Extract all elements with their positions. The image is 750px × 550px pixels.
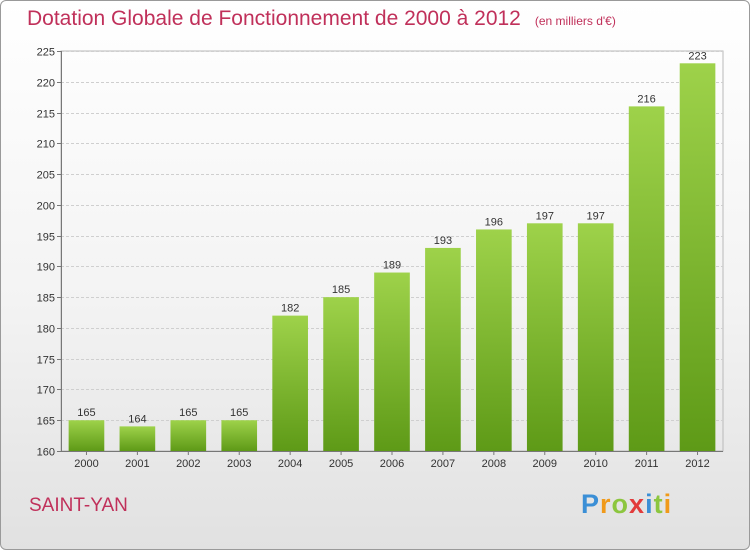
chart-title: Dotation Globale de Fonctionnement de 20… [27,7,616,31]
x-tick-label-2009: 2009 [533,458,557,470]
bar-2012 [679,63,716,452]
chart-title-text: Dotation Globale de Fonctionnement de 20… [27,7,521,30]
data-label-2009: 197 [536,210,554,222]
x-tick-label-2000: 2000 [74,458,98,470]
bar-layer [68,63,716,452]
bar-2011 [628,106,665,451]
axis-layer: 160 165 170 175 180 185 190 195 200 205 210 215 220 2… [37,47,723,470]
y-tick-label: 185 [37,293,55,305]
data-label-2001: 164 [128,413,146,425]
chart-subtitle: (en milliers d'€) [534,14,616,28]
x-tick-label-2003: 2003 [227,458,251,470]
y-tick-label: 200 [37,201,55,213]
x-tick-label-2004: 2004 [278,458,302,470]
y-tick-label: 190 [37,262,55,274]
bar-2008 [476,229,512,451]
y-tick-label: 205 [37,170,55,182]
bar-2003 [221,420,258,451]
x-tick-label-2005: 2005 [329,458,353,470]
y-tick-label: 160 [37,447,55,459]
data-label-2002: 165 [179,407,197,419]
label-layer: 165 164 165 165 182 185 189 193 196 197 197 216 223 [77,50,706,425]
data-label-2004: 182 [281,303,299,315]
x-tick-label-2007: 2007 [431,458,455,470]
bar-2005 [323,297,359,451]
logo-letter: r [600,489,612,519]
y-tick-label: 180 [37,324,55,336]
logo-letter: x [629,489,646,519]
bar-2004 [272,315,308,451]
data-label-2011: 216 [637,93,655,105]
y-tick-label: 220 [37,78,55,90]
logo-letter: o [611,489,630,519]
y-tick-label: 210 [37,139,55,151]
data-label-2000: 165 [77,407,95,419]
data-label-2003: 165 [230,407,248,419]
bar-2006 [374,272,410,451]
bar-2001 [119,426,156,451]
data-label-2005: 185 [332,284,350,296]
bar-2002 [170,420,207,451]
logo-letter: t [653,489,664,519]
bar-2000 [68,420,105,451]
logo-letter: i [663,489,673,519]
data-label-2010: 197 [587,210,605,222]
x-tick-label-2012: 2012 [685,458,709,470]
x-tick-label-2010: 2010 [583,458,607,470]
bar-2007 [425,247,461,451]
y-tick-label: 225 [37,47,55,59]
data-label-2007: 193 [434,235,452,247]
y-tick-label: 195 [37,232,55,244]
x-tick-label-2008: 2008 [482,458,506,470]
logo-letter: i [645,489,654,519]
x-tick-label-2006: 2006 [380,458,404,470]
y-tick-label: 170 [37,385,55,397]
x-tick-label-2011: 2011 [635,458,659,470]
commune-name: SAINT-YAN [29,495,128,516]
y-tick-label: 215 [37,109,55,121]
data-label-2008: 196 [485,216,503,228]
x-tick-label-2002: 2002 [176,458,200,470]
bar-2009 [526,223,563,451]
proxiti-logo: Proxiti [581,489,672,520]
logo-letter: P [581,489,601,519]
y-tick-label: 165 [37,416,55,428]
x-tick-label-2001: 2001 [125,458,149,470]
bar-2010 [577,223,614,451]
y-tick-label: 175 [37,355,55,367]
data-label-2006: 189 [383,260,401,272]
data-label-2012: 223 [688,50,706,62]
